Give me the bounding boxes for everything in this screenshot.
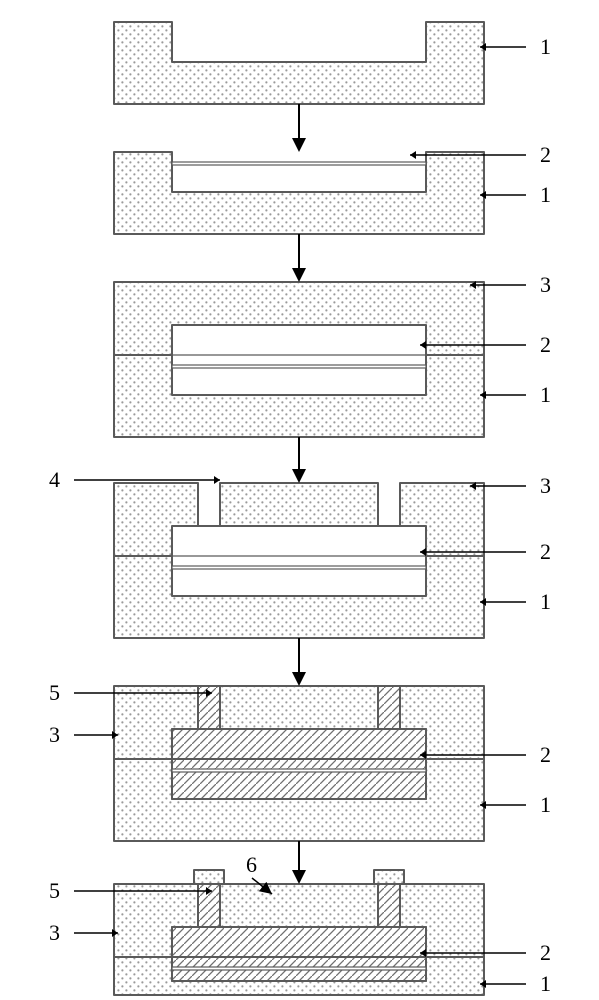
- label-2: 2: [540, 742, 551, 767]
- label-2: 2: [540, 142, 551, 167]
- s4-lid: [114, 483, 484, 556]
- s5-graphene: [172, 769, 426, 772]
- label-1: 1: [540, 382, 551, 407]
- s2-graphene: [172, 162, 426, 165]
- s3-graphene: [172, 365, 426, 368]
- s1-substrate: [114, 22, 484, 104]
- label-3: 3: [49, 722, 60, 747]
- label-2: 2: [540, 332, 551, 357]
- label-1: 1: [540, 34, 551, 59]
- label-6: 6: [246, 852, 257, 877]
- s5-metal-recess: [172, 729, 426, 759]
- s4-graphene: [172, 566, 426, 569]
- label-1: 1: [540, 182, 551, 207]
- s5-metal-slotR: [378, 686, 400, 729]
- diagram-svg: 1 2 1 3 2 1 4 3 2 1 5 3 2 1 5 6 3 2 1: [0, 0, 599, 1000]
- s6-metal-slotR: [378, 884, 400, 927]
- label-5: 5: [49, 878, 60, 903]
- label-1: 1: [540, 971, 551, 996]
- s5-metal-cav: [172, 759, 426, 799]
- s6-metal-recess: [172, 927, 426, 957]
- label-1: 1: [540, 792, 551, 817]
- label-2: 2: [540, 940, 551, 965]
- s6-graphene: [172, 967, 426, 970]
- s3-lid: [114, 282, 484, 355]
- s6-capR: [374, 870, 404, 884]
- label-4: 4: [49, 467, 60, 492]
- label-3: 3: [540, 473, 551, 498]
- label-3: 3: [540, 272, 551, 297]
- label-5: 5: [49, 680, 60, 705]
- label-2: 2: [540, 539, 551, 564]
- label-1: 1: [540, 589, 551, 614]
- s6-capL: [194, 870, 224, 884]
- label-3: 3: [49, 920, 60, 945]
- diagram-root: 1 2 1 3 2 1 4 3 2 1 5 3 2 1 5 6 3 2 1: [0, 0, 599, 1000]
